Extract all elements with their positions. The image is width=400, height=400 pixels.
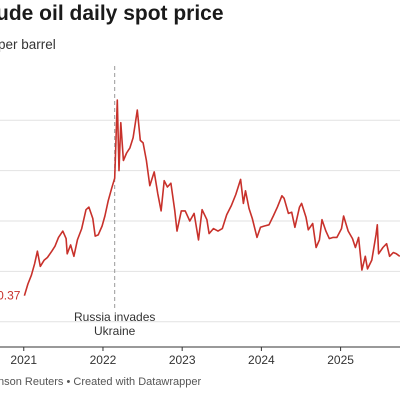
- footer-credit: nson Reuters • Created with Datawrapper: [0, 376, 202, 388]
- chart-subtitle: per barrel: [0, 37, 56, 52]
- series-line: [23, 99, 400, 296]
- chart-title: ude oil daily spot price: [0, 2, 224, 25]
- x-tick-label: 2022: [90, 353, 117, 367]
- x-axis: 2021 2022 2023 2024 2025: [0, 346, 400, 367]
- x-tick-label: 2024: [248, 353, 275, 367]
- series-layer: [23, 99, 400, 296]
- annotation-label-line1: Russia invades: [74, 310, 155, 324]
- x-tick-label: 2023: [169, 353, 196, 367]
- x-tick-label: 2021: [10, 353, 37, 367]
- x-tick-label: 2025: [327, 353, 354, 367]
- annotation-label-line2: Ukraine: [94, 324, 136, 338]
- start-value-label: $50.37: [0, 289, 21, 303]
